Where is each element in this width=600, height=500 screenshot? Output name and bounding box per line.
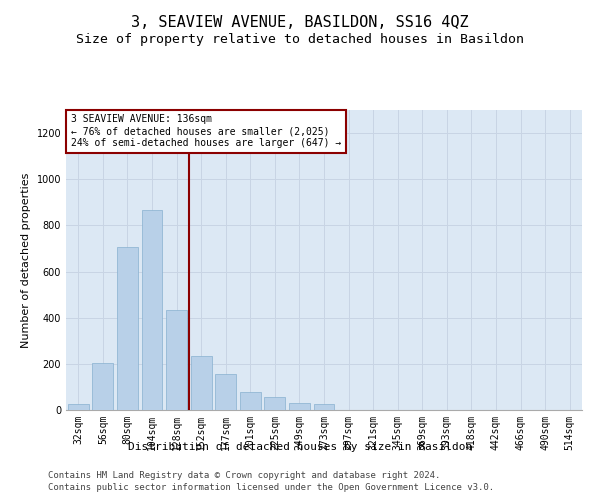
Text: Size of property relative to detached houses in Basildon: Size of property relative to detached ho… <box>76 32 524 46</box>
Text: Contains public sector information licensed under the Open Government Licence v3: Contains public sector information licen… <box>48 484 494 492</box>
Bar <box>166 310 187 410</box>
Text: 3, SEAVIEW AVENUE, BASILDON, SS16 4QZ: 3, SEAVIEW AVENUE, BASILDON, SS16 4QZ <box>131 15 469 30</box>
Bar <box>265 398 286 410</box>
Text: 3 SEAVIEW AVENUE: 136sqm
← 76% of detached houses are smaller (2,025)
24% of sem: 3 SEAVIEW AVENUE: 136sqm ← 76% of detach… <box>71 114 341 148</box>
Bar <box>142 210 163 410</box>
Bar <box>314 404 334 410</box>
Bar <box>215 374 236 410</box>
Bar <box>92 362 113 410</box>
Bar <box>68 404 89 410</box>
Bar <box>289 403 310 410</box>
Text: Distribution of detached houses by size in Basildon: Distribution of detached houses by size … <box>128 442 472 452</box>
Bar <box>240 392 261 410</box>
Bar <box>117 248 138 410</box>
Y-axis label: Number of detached properties: Number of detached properties <box>21 172 31 348</box>
Bar <box>191 356 212 410</box>
Text: Contains HM Land Registry data © Crown copyright and database right 2024.: Contains HM Land Registry data © Crown c… <box>48 471 440 480</box>
